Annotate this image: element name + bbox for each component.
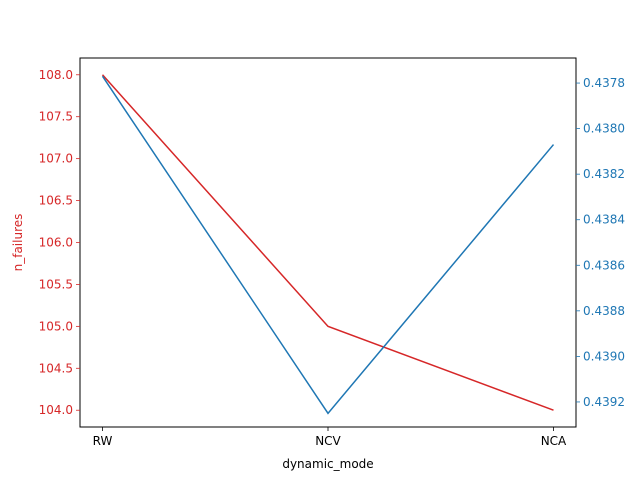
right-tick-label: 0.4378: [583, 76, 625, 90]
x-axis-ticks: RW NCV NCA: [93, 427, 567, 448]
right-tick-label: 0.4384: [583, 213, 625, 227]
x-tick-label: NCV: [315, 434, 341, 448]
right-axis-ticks: 0.4378 0.4380 0.4382 0.4384 0.4386 0.4388 0.43…: [576, 76, 625, 409]
left-tick-label: 107.0: [39, 152, 73, 166]
n-failures-line: [101, 74, 554, 411]
right-tick-label: 0.4386: [583, 258, 625, 272]
x-tick-label: RW: [93, 434, 113, 448]
x-axis-label: dynamic_mode: [282, 457, 373, 471]
left-tick-label: 106.5: [39, 194, 73, 208]
left-tick-label: 105.5: [39, 277, 73, 291]
right-tick-label: 0.4388: [583, 304, 625, 318]
left-tick-label: 104.0: [39, 403, 73, 417]
x-tick-label: NCA: [541, 434, 567, 448]
left-tick-label: 104.5: [39, 361, 73, 375]
left-tick-label: 105.0: [39, 319, 73, 333]
plot-frame: [79, 57, 577, 428]
left-axis-ticks: 104.0 104.5 105.0 105.5 106.0 106.5 107.0 107.5…: [39, 68, 80, 417]
series-layer: [101, 74, 555, 415]
left-tick-label: 108.0: [39, 68, 73, 82]
right-tick-label: 0.4382: [583, 167, 625, 181]
left-tick-label: 107.5: [39, 110, 73, 124]
left-tick-label: 106.0: [39, 236, 73, 250]
right-axis-series-line: [101, 75, 555, 415]
left-axis-label: n_failures: [11, 214, 25, 272]
right-tick-label: 0.4380: [583, 122, 625, 136]
right-tick-label: 0.4392: [583, 395, 625, 409]
right-tick-label: 0.4390: [583, 349, 625, 363]
